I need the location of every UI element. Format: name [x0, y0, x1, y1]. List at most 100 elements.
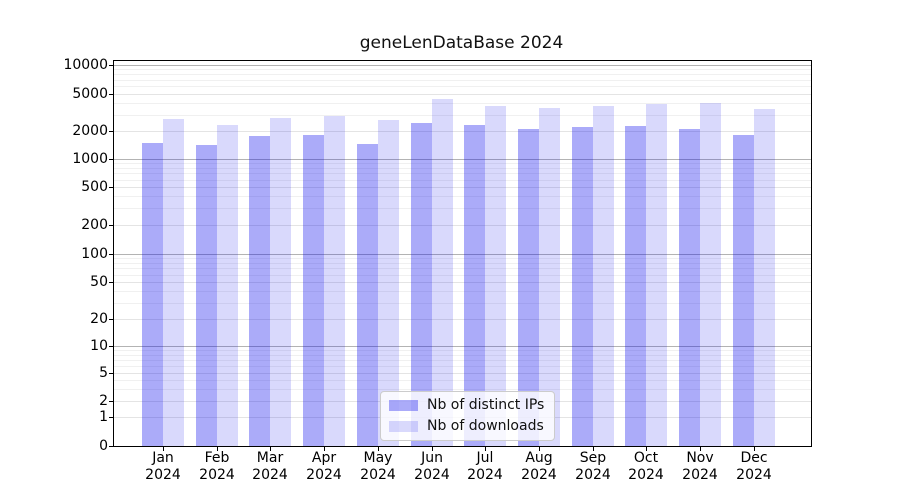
bar-downloads: [700, 103, 721, 446]
gridline-minor: [114, 74, 811, 75]
y-axis-tick: [109, 282, 114, 283]
bar-distinct-ips: [518, 129, 539, 446]
gridline-minor: [114, 208, 811, 209]
x-axis-tick: [485, 446, 486, 451]
gridline-minor: [114, 291, 811, 292]
bar-downloads: [378, 120, 399, 446]
x-tick-label: Jul 2024: [453, 450, 517, 484]
gridline-minor: [114, 275, 811, 276]
gridline-minor-labeled: [114, 94, 811, 95]
y-axis-tick: [109, 187, 114, 188]
bar-distinct-ips: [357, 144, 378, 446]
gridline-minor: [114, 380, 811, 381]
x-tick-year: 2024: [736, 467, 772, 483]
gridline-minor: [114, 196, 811, 197]
gridline-major: [114, 254, 811, 255]
y-axis-tick: [109, 401, 114, 402]
x-tick-month: May: [363, 450, 393, 466]
gridline-major: [114, 159, 811, 160]
gridline-minor: [114, 115, 811, 116]
x-tick-label: Sep 2024: [561, 450, 625, 484]
gridline-minor: [114, 366, 811, 367]
y-tick-label: 200: [81, 217, 108, 233]
legend-label: Nb of downloads: [427, 418, 544, 434]
bar-downloads: [163, 119, 184, 446]
x-tick-year: 2024: [521, 467, 557, 483]
y-axis-tick: [109, 94, 114, 95]
y-tick-label: 500: [81, 179, 108, 195]
x-tick-year: 2024: [682, 467, 718, 483]
plot-area: 10000 5000 2000 1000 500 200 100 50 20 10 5 2 1 0 Jan 2…: [63, 57, 812, 483]
y-tick-label: 5000: [72, 86, 108, 102]
gridline-minor: [114, 389, 811, 390]
bar-downloads: [270, 118, 291, 446]
gridline-minor: [114, 168, 811, 169]
x-tick-label: Apr 2024: [292, 450, 356, 484]
legend-row: Nb of distinct IPs: [389, 397, 544, 413]
gridline-major: [114, 65, 811, 66]
y-tick-label: 2: [99, 393, 108, 409]
y-tick-label: 2000: [72, 123, 108, 139]
x-axis-tick: [593, 446, 594, 451]
x-tick-month: Oct: [633, 450, 659, 466]
gridline-minor-labeled: [114, 373, 811, 374]
bar-distinct-ips: [411, 123, 432, 446]
x-axis-tick: [378, 446, 379, 451]
y-axis-tick: [109, 254, 114, 255]
x-axis-tick: [646, 446, 647, 451]
x-tick-month: Jul: [476, 450, 494, 466]
x-tick-year: 2024: [467, 467, 503, 483]
gridline-minor-labeled: [114, 225, 811, 226]
y-axis-tick: [109, 346, 114, 347]
y-tick-label: 10000: [63, 57, 108, 73]
bar-distinct-ips: [196, 145, 217, 446]
x-tick-month: Jun: [421, 450, 443, 466]
x-tick-label: Jan 2024: [131, 450, 195, 484]
x-tick-label: Aug 2024: [507, 450, 571, 484]
x-axis-tick: [700, 446, 701, 451]
x-axis-tick: [754, 446, 755, 451]
x-tick-label: Dec 2024: [722, 450, 786, 484]
x-tick-month: Sep: [579, 450, 607, 466]
gridline-minor-labeled: [114, 282, 811, 283]
bar-distinct-ips: [679, 129, 700, 446]
x-tick-label: Mar 2024: [238, 450, 302, 484]
x-axis-tick: [324, 446, 325, 451]
y-tick-label: 1: [99, 409, 108, 425]
x-axis-tick: [539, 446, 540, 451]
chart-title: geneLenDataBase 2024: [359, 33, 564, 53]
bar-downloads: [539, 108, 560, 446]
x-tick-year: 2024: [360, 467, 396, 483]
gridline-minor: [114, 103, 811, 104]
bar-distinct-ips: [625, 126, 646, 446]
gridline-minor: [114, 258, 811, 259]
x-tick-year: 2024: [199, 467, 235, 483]
legend-swatch-downloads: [389, 420, 418, 432]
x-tick-year: 2024: [252, 467, 288, 483]
x-tick-label: Feb 2024: [185, 450, 249, 484]
x-tick-month: Aug: [525, 450, 553, 466]
legend: Nb of distinct IPs Nb of downloads: [380, 391, 556, 441]
gridline-minor: [114, 268, 811, 269]
gridline-minor-labeled: [114, 131, 811, 132]
bar-downloads: [324, 116, 345, 446]
bar-downloads: [754, 109, 775, 446]
x-axis-tick: [432, 446, 433, 451]
gridline-minor: [114, 263, 811, 264]
x-axis-tick: [163, 446, 164, 451]
x-axis-tick: [217, 446, 218, 451]
bar-distinct-ips: [249, 136, 270, 446]
x-tick-year: 2024: [628, 467, 664, 483]
x-tick-month: Apr: [311, 450, 337, 466]
y-tick-label: 20: [90, 311, 108, 327]
bar-downloads: [217, 125, 238, 446]
gridline-minor: [114, 86, 811, 87]
y-tick-label: 5: [99, 365, 108, 381]
y-tick-label: 10: [90, 338, 108, 354]
x-tick-year: 2024: [575, 467, 611, 483]
bar-distinct-ips: [142, 143, 163, 446]
gridline-minor: [114, 163, 811, 164]
bar-distinct-ips: [572, 127, 593, 446]
x-tick-year: 2024: [306, 467, 342, 483]
bar-downloads: [593, 106, 614, 446]
